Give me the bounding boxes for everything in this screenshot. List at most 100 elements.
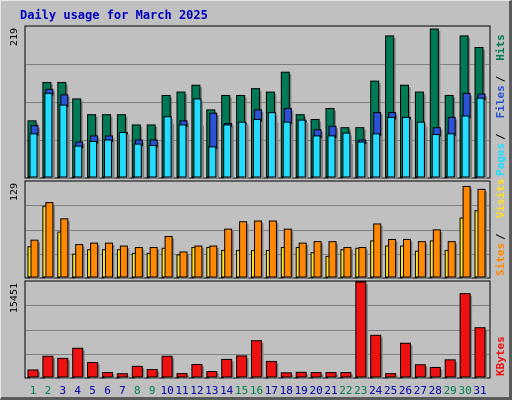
legend-separator: / [494, 75, 507, 82]
legend-separator: / [494, 233, 507, 240]
day-label-5: 5 [89, 384, 96, 397]
page-title: Daily usage for March 2025 [20, 8, 208, 22]
day-label-19: 19 [295, 384, 308, 397]
bar-pages-25 [387, 116, 396, 178]
bar-sites-21 [328, 241, 337, 278]
day-label-1: 1 [30, 384, 37, 397]
bar-kbytes-6 [102, 372, 113, 378]
day-label-7: 7 [119, 384, 126, 397]
day-label-23: 23 [354, 384, 367, 397]
bar-sites-18 [283, 228, 292, 278]
day-label-10: 10 [160, 384, 173, 397]
day-label-14: 14 [220, 384, 234, 397]
legend-visits: Visits [494, 179, 507, 219]
bar-pages-30 [461, 115, 470, 178]
bar-kbytes-26 [400, 342, 411, 378]
legend-hits-files-pages: Pages / Files / Hits [494, 34, 507, 176]
legend-visits-sites: Sites / Visits [494, 179, 507, 276]
bar-kbytes-30 [459, 293, 471, 378]
day-label-15: 15 [235, 384, 248, 397]
day-label-13: 13 [205, 384, 218, 397]
bar-sites-4 [75, 244, 84, 278]
bar-pages-26 [402, 116, 410, 178]
day-label-12: 12 [190, 384, 203, 397]
bar-pages-31 [476, 97, 485, 178]
legend-files: Files [494, 85, 507, 118]
day-label-30: 30 [458, 384, 471, 397]
bar-sites-22 [343, 247, 352, 278]
bar-sites-13 [209, 245, 218, 278]
bar-pages-28 [431, 134, 440, 178]
bar-pages-18 [282, 121, 291, 178]
bar-sites-24 [373, 223, 382, 278]
day-label-27: 27 [414, 384, 427, 397]
bar-kbytes-4 [72, 347, 84, 378]
bar-pages-4 [74, 145, 83, 178]
bar-pages-11 [178, 124, 187, 178]
bar-kbytes-28 [429, 366, 441, 378]
bar-sites-26 [403, 238, 411, 278]
bar-kbytes-3 [57, 357, 69, 378]
legend-kbytes: KBytes [494, 336, 507, 376]
day-label-2: 2 [45, 384, 52, 397]
bar-kbytes-15 [236, 355, 248, 378]
legend-kbytes: KBytes [494, 336, 507, 376]
day-label-26: 26 [399, 384, 412, 397]
bar-pages-22 [342, 132, 351, 178]
bar-pages-13 [208, 146, 217, 178]
day-label-28: 28 [429, 384, 442, 397]
day-label-20: 20 [309, 384, 322, 397]
bar-sites-15 [239, 221, 248, 278]
bar-sites-1 [30, 239, 39, 278]
day-label-6: 6 [104, 384, 111, 397]
bar-sites-7 [119, 245, 128, 278]
bar-sites-27 [417, 241, 426, 278]
bar-kbytes-23 [355, 281, 367, 378]
bar-sites-16 [254, 220, 262, 278]
bar-sites-17 [268, 220, 277, 278]
day-label-31: 31 [473, 384, 486, 397]
day-label-21: 21 [324, 384, 337, 397]
bar-kbytes-17 [265, 360, 277, 378]
bar-pages-7 [118, 131, 127, 178]
bar-sites-25 [388, 238, 397, 278]
bar-kbytes-9 [146, 368, 158, 378]
bar-pages-10 [163, 116, 172, 178]
day-label-3: 3 [59, 384, 66, 397]
bar-kbytes-10 [161, 355, 173, 378]
bar-kbytes-18 [280, 372, 292, 378]
bar-sites-12 [194, 245, 203, 278]
bar-kbytes-5 [87, 362, 99, 378]
bar-kbytes-22 [340, 372, 352, 378]
bar-kbytes-25 [385, 373, 397, 378]
bar-sites-30 [462, 185, 471, 278]
bar-pages-2 [44, 92, 53, 178]
day-label-24: 24 [369, 384, 383, 397]
bar-sites-3 [60, 218, 69, 278]
bar-kbytes-2 [42, 355, 54, 378]
bar-pages-20 [312, 135, 321, 178]
legend-separator: / [494, 133, 507, 140]
bar-sites-20 [313, 241, 322, 278]
day-label-18: 18 [280, 384, 293, 397]
bar-kbytes-24 [370, 334, 382, 378]
bar-pages-24 [372, 133, 381, 178]
bar-pages-14 [223, 124, 232, 178]
day-label-22: 22 [339, 384, 352, 397]
bar-kbytes-1 [27, 369, 39, 378]
bar-pages-27 [416, 121, 425, 178]
bar-sites-28 [432, 229, 441, 278]
bar-pages-15 [238, 121, 247, 178]
day-label-9: 9 [149, 384, 156, 397]
bar-pages-21 [327, 135, 336, 178]
bar-sites-31 [477, 188, 486, 278]
bar-sites-5 [90, 242, 99, 278]
bar-pages-23 [357, 141, 366, 178]
bar-sites-29 [447, 241, 456, 278]
bar-pages-6 [104, 139, 112, 178]
bar-kbytes-12 [191, 364, 203, 378]
bar-kbytes-13 [206, 371, 218, 378]
bar-pages-17 [267, 112, 276, 178]
bar-pages-12 [193, 98, 202, 178]
